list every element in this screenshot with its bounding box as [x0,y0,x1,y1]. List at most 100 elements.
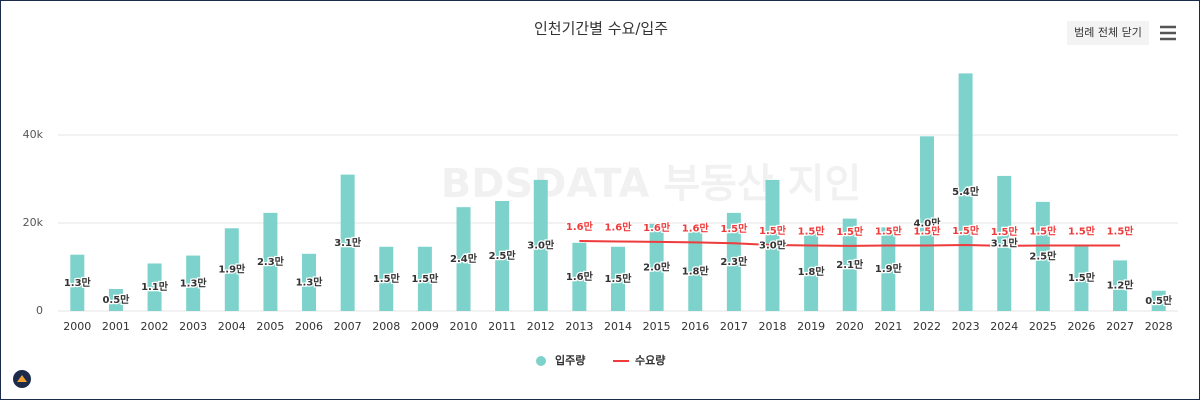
data-label: 1.5만 [1029,224,1057,237]
data-label: 0.5만 [102,293,130,306]
x-tick-label: 2015 [643,320,671,333]
legend-toggle-button[interactable] [1067,21,1149,45]
x-tick-label: 2016 [681,320,709,333]
data-label: 2.0만 [643,260,671,273]
x-tick-label: 2017 [720,320,748,333]
x-tick-label: 2013 [565,320,593,333]
bar [263,212,278,311]
data-label: 1.5만 [720,222,748,235]
bar [1035,201,1050,311]
data-label: 1.6만 [605,220,633,233]
data-label: 1.5만 [373,272,401,285]
bar [417,246,432,311]
x-tick-label: 2019 [797,320,825,333]
data-label: 1.5만 [836,225,864,238]
y-tick-label: 20k [23,216,44,229]
bar [495,201,510,311]
bar [533,179,548,311]
data-label: 1.1만 [141,280,169,293]
x-tick-label: 2018 [758,320,786,333]
data-label: 1.6만 [566,270,594,283]
x-tick-label: 2004 [218,320,246,333]
x-tick-label: 2025 [1029,320,1057,333]
data-label: 1.5만 [875,224,903,237]
x-tick-label: 2008 [372,320,400,333]
x-tick-label: 2028 [1145,320,1173,333]
x-tick-label: 2005 [256,320,284,333]
x-tick-label: 2000 [63,320,91,333]
line [579,240,1121,247]
x-tick-label: 2020 [836,320,864,333]
data-label: 1.2만 [1107,279,1135,292]
bar [379,246,394,311]
data-label: 1.6만 [682,221,710,234]
data-label: 1.8만 [682,264,710,277]
bar [186,255,201,311]
x-tick-label: 2006 [295,320,323,333]
data-label: 2.3만 [720,255,748,268]
data-label: 1.8만 [798,265,826,278]
menu-icon[interactable] [1160,25,1176,41]
data-label: 1.5만 [605,272,633,285]
bar [688,231,703,311]
chart-title: 인천기간별 수요/입주 [534,20,668,38]
data-label: 1.5만 [1068,271,1096,284]
data-label: 3.1만 [334,236,362,249]
x-tick-label: 2003 [179,320,207,333]
data-label: 1.3만 [296,275,324,288]
data-label: 2.5만 [489,249,517,262]
logo-mark [17,375,27,382]
x-tick-label: 2022 [913,320,941,333]
bar [842,218,857,311]
data-label: 1.5만 [1107,224,1135,237]
legend-swatch [536,356,546,366]
bar [147,263,162,311]
data-label: 1.5만 [411,272,439,285]
bar [1074,245,1089,311]
data-label: 2.3만 [257,255,285,268]
bar [456,207,471,311]
bar [726,212,741,311]
data-label: 2.4만 [450,252,478,265]
x-tick-label: 2009 [411,320,439,333]
data-label: 3.0만 [527,238,555,251]
bar [919,136,934,311]
watermark: BDSDATA 부동산 지인 [441,161,862,207]
legend-label: 입주량 [555,354,585,367]
bar [108,289,123,311]
x-tick-label: 2010 [450,320,478,333]
data-label: 5.4만 [952,185,980,198]
data-label: 1.5만 [952,224,980,237]
data-label: 1.3만 [64,276,92,289]
data-label: 3.0만 [759,238,787,251]
bar [649,223,664,311]
legend-toggle-label[interactable]: 범례 전체 닫기 [1074,26,1142,39]
bar [224,228,239,311]
bar [572,242,587,311]
data-label: 1.5만 [991,225,1019,238]
x-tick-label: 2002 [141,320,169,333]
x-tick-label: 2007 [334,320,362,333]
bar [1113,260,1128,311]
bar [997,175,1012,311]
data-label: 1.5만 [759,224,787,237]
x-tick-label: 2023 [952,320,980,333]
data-label: 3.1만 [991,236,1019,249]
bar [70,254,85,311]
bar [1151,290,1166,311]
bar [302,253,317,311]
bar [340,174,355,311]
bar [611,246,625,311]
legend-label: 수요량 [635,354,665,367]
y-tick-label: 40k [23,128,44,141]
data-label: 2.5만 [1029,249,1057,262]
bar [881,227,896,311]
x-tick-label: 2021 [874,320,902,333]
x-tick-label: 2014 [604,320,632,333]
x-tick-label: 2012 [527,320,555,333]
x-tick-label: 2011 [488,320,516,333]
x-tick-label: 2024 [990,320,1018,333]
bar [958,73,973,312]
